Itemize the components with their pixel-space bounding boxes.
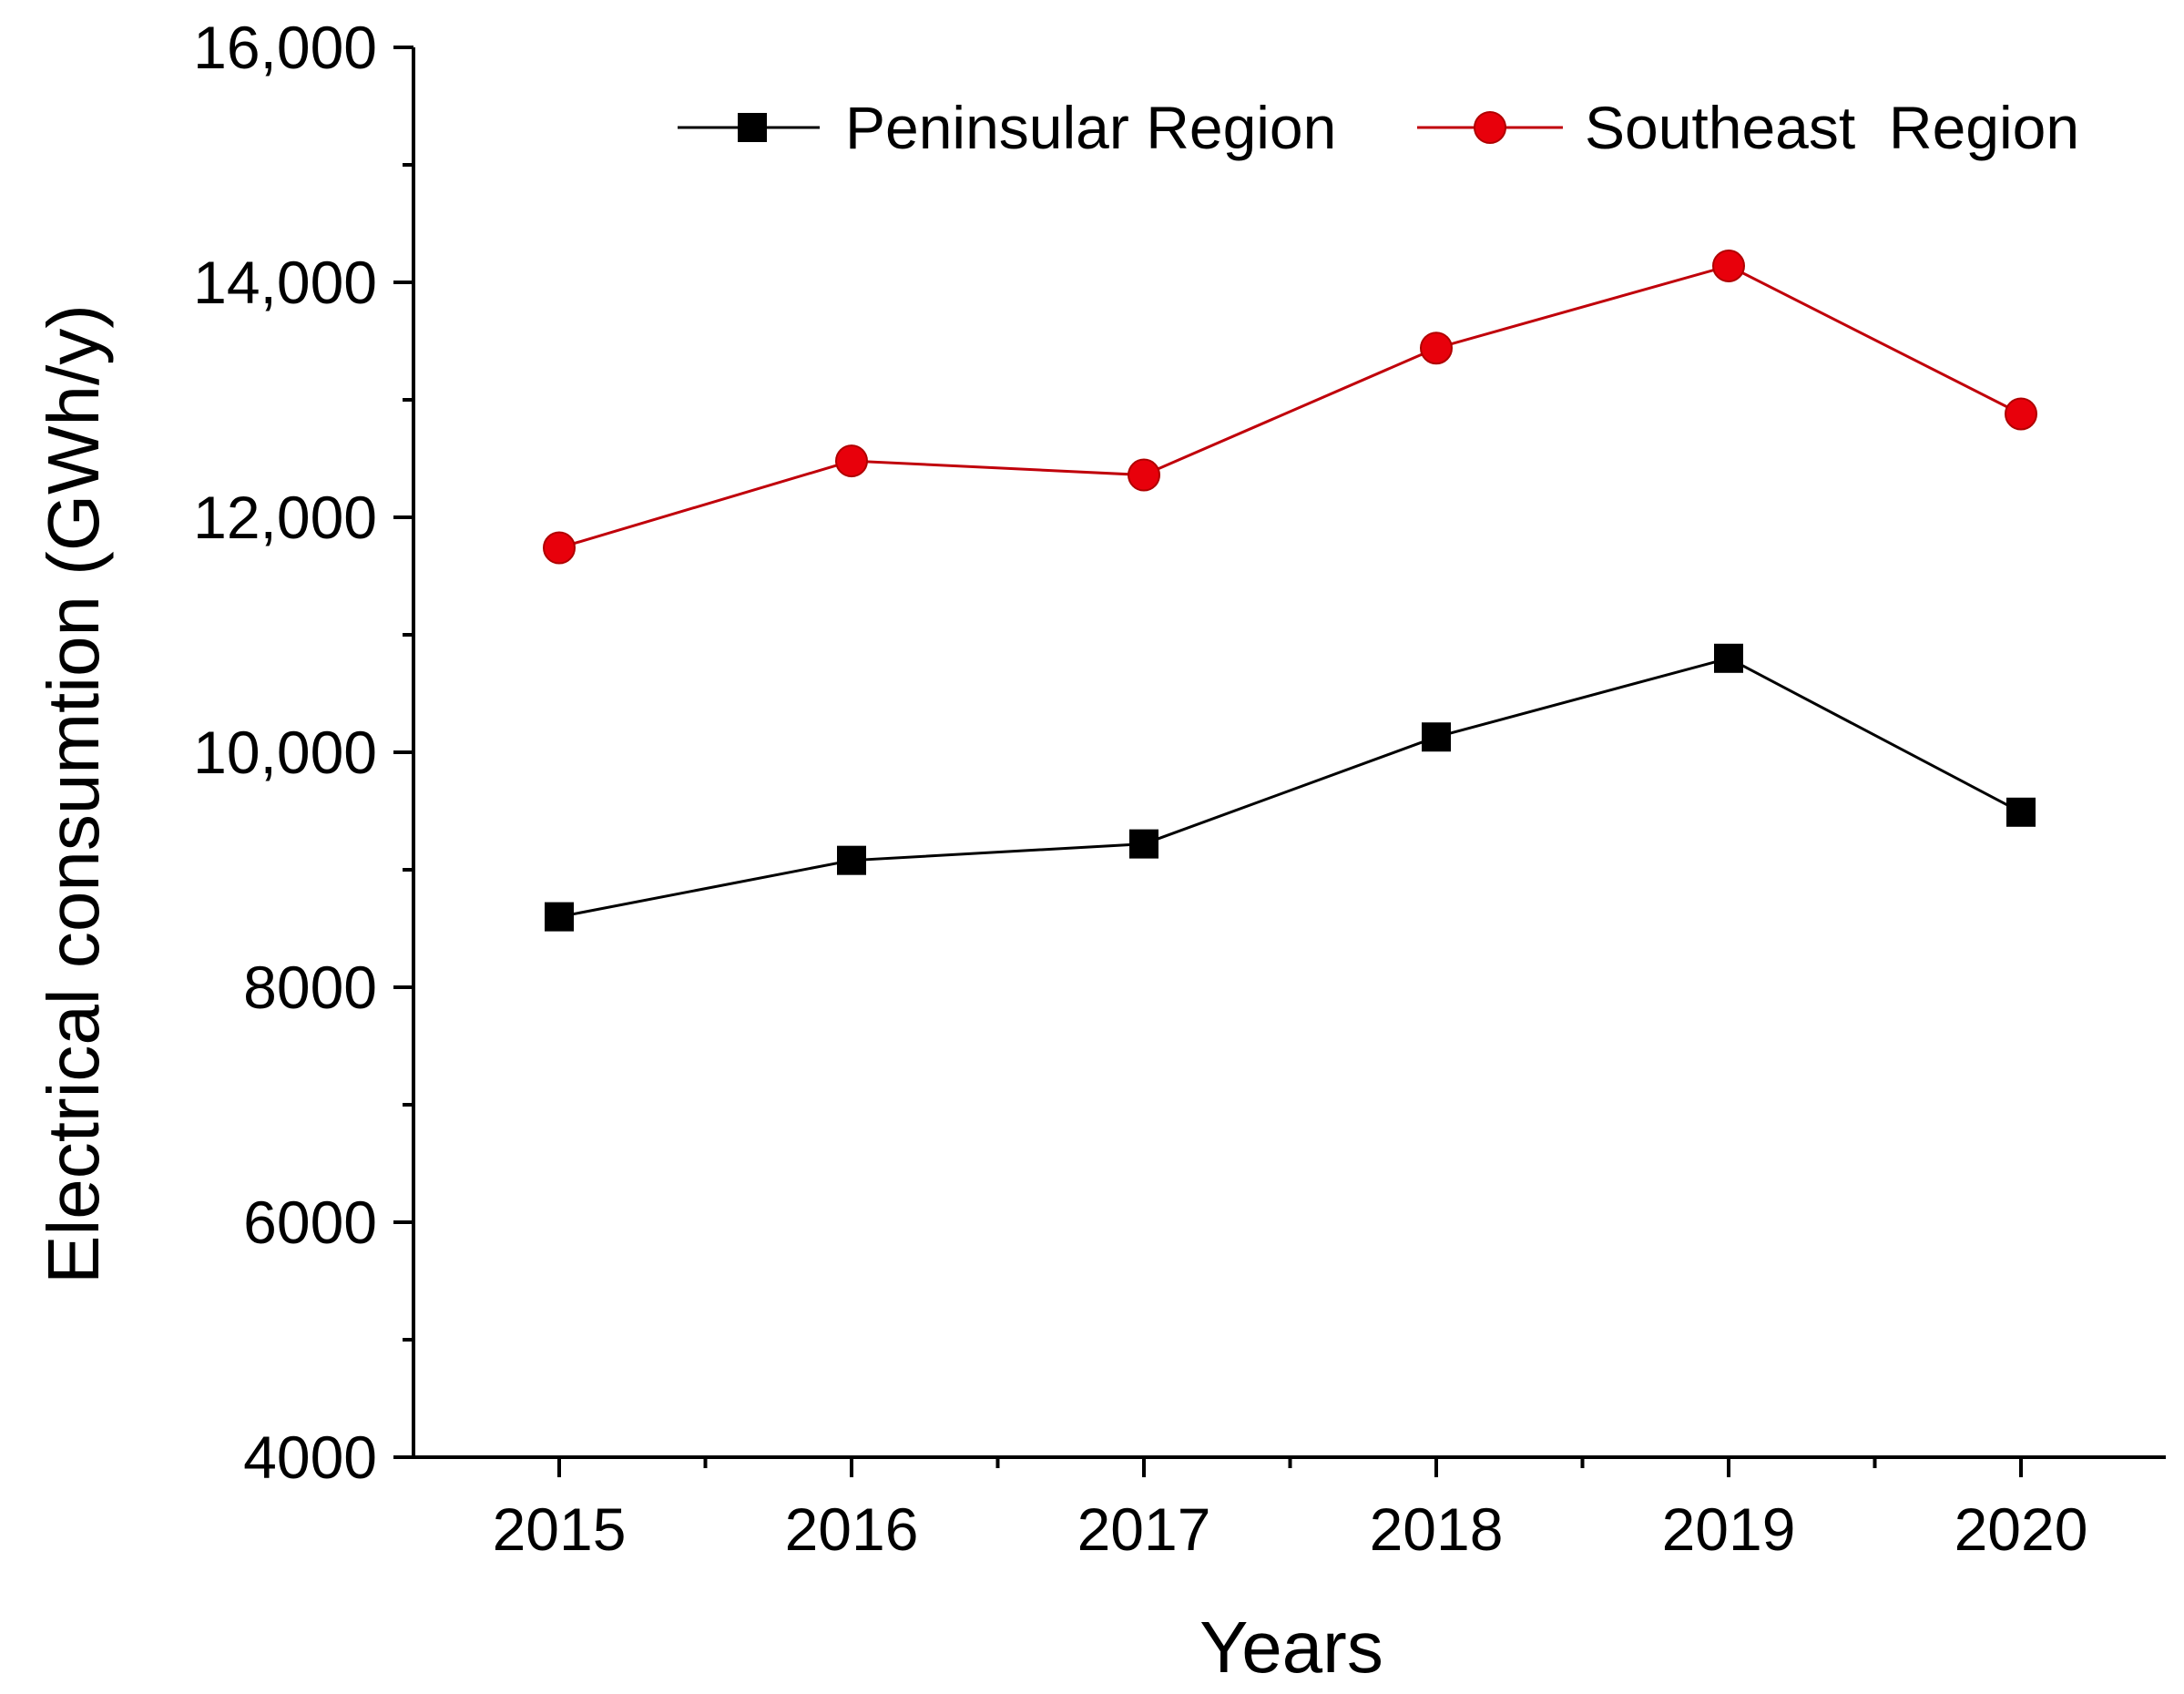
x-tick-label: 2019 bbox=[1662, 1495, 1796, 1563]
x-tick-label: 2017 bbox=[1077, 1495, 1211, 1563]
data-point bbox=[543, 531, 576, 565]
y-tick-label: 10,000 bbox=[193, 719, 377, 786]
x-tick-label: 2020 bbox=[1954, 1495, 2088, 1563]
data-point bbox=[1422, 722, 1451, 752]
y-tick-label: 8000 bbox=[243, 954, 377, 1021]
x-tick-label: 2016 bbox=[785, 1495, 919, 1563]
data-point bbox=[1712, 249, 1745, 282]
data-point bbox=[1128, 458, 1160, 492]
legend-label: Southeast Region bbox=[1585, 94, 2079, 161]
legend-marker bbox=[1474, 111, 1506, 144]
series-layer bbox=[543, 249, 2037, 932]
series-0 bbox=[545, 643, 2036, 932]
y-axis-title: Electrical consumtion (GWh/y) bbox=[33, 304, 114, 1284]
data-point bbox=[837, 845, 866, 875]
y-tick-label: 6000 bbox=[243, 1189, 377, 1256]
legend: Peninsular Region Southeast Region bbox=[678, 94, 2079, 161]
data-point bbox=[1420, 332, 1453, 365]
series-line bbox=[558, 264, 2022, 549]
legend-marker bbox=[738, 113, 767, 142]
legend-entry: Southeast Region bbox=[1417, 94, 2079, 161]
y-tick-label: 12,000 bbox=[193, 484, 377, 551]
x-tick-label: 2018 bbox=[1370, 1495, 1504, 1563]
y-tick-label: 4000 bbox=[243, 1424, 377, 1491]
data-point bbox=[2005, 397, 2037, 431]
x-tick-label: 2015 bbox=[493, 1495, 627, 1563]
y-tick-label: 14,000 bbox=[193, 249, 377, 316]
x-axis-title: Years bbox=[1199, 1607, 1383, 1688]
series-line bbox=[558, 657, 2022, 919]
axes: 4000 6000 8000 10,000 12,000 14,000 16,000 2015… bbox=[193, 14, 2166, 1563]
legend-entry: Peninsular Region bbox=[678, 94, 1336, 161]
y-tick-label: 16,000 bbox=[193, 14, 377, 81]
data-point bbox=[1129, 829, 1158, 859]
data-point bbox=[1714, 643, 1743, 673]
series-1 bbox=[543, 249, 2037, 565]
data-point bbox=[835, 444, 868, 478]
data-point bbox=[545, 902, 574, 932]
legend-label: Peninsular Region bbox=[845, 94, 1336, 161]
data-point bbox=[2006, 797, 2036, 827]
